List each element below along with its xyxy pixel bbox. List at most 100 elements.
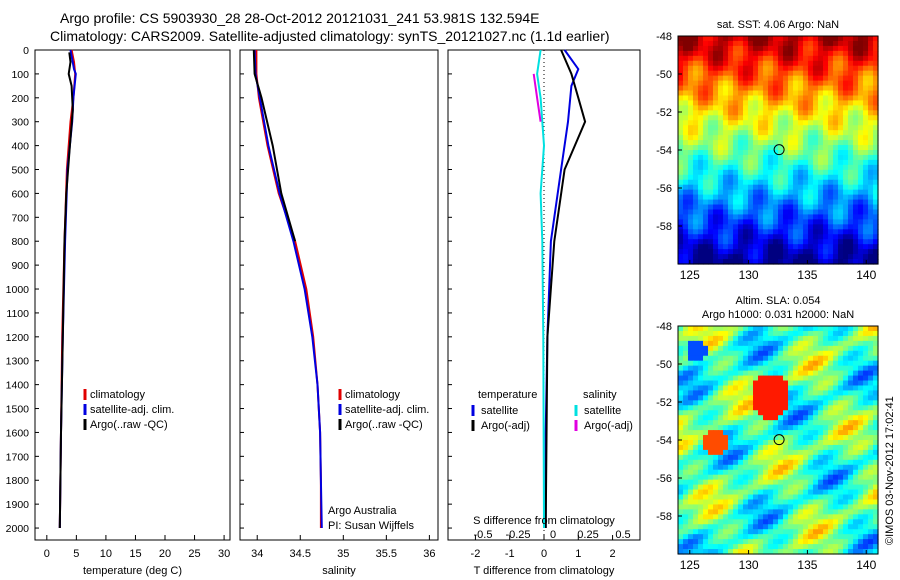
y-tick-label: 1600 xyxy=(6,427,30,439)
x-tick-label: 35.5 xyxy=(376,548,397,560)
x-tick-label: -2 xyxy=(471,548,481,560)
map-x-tick-label: 125 xyxy=(680,268,700,282)
map-x-tick-label: 140 xyxy=(856,268,876,282)
legend-label: satellite-adj. clim. xyxy=(90,404,174,416)
y-tick-label: 300 xyxy=(11,117,29,129)
x-tick-top-label: 0 xyxy=(550,529,556,541)
map-y-tick-label: -50 xyxy=(656,359,672,371)
x-axis-label: temperature (deg C) xyxy=(83,565,182,577)
x-axis-label: salinity xyxy=(322,565,356,577)
x-tick-label: 15 xyxy=(129,548,141,560)
map-x-tick-label: 135 xyxy=(797,558,817,572)
x-tick-top-label: 0.25 xyxy=(577,529,598,541)
y-tick-label: 1500 xyxy=(6,404,30,416)
series-line xyxy=(544,49,587,529)
map-subtitle: Argo h1000: 0.031 h2000: NaN xyxy=(702,309,854,321)
map-y-tick-label: -48 xyxy=(656,31,672,43)
x-tick-label: 35 xyxy=(337,548,349,560)
map-x-tick-label: 135 xyxy=(797,268,817,282)
y-tick-label: 200 xyxy=(11,93,29,105)
y-tick-label: 700 xyxy=(11,212,29,224)
y-tick-label: 500 xyxy=(11,165,29,177)
legend-label: Argo(..raw -QC) xyxy=(90,419,168,431)
y-tick-label: 1800 xyxy=(6,475,30,487)
figure-title-line1: Argo profile: CS 5903930_28 28-Oct-2012 … xyxy=(60,10,540,26)
x-tick-label: 30 xyxy=(218,548,230,560)
series-line xyxy=(536,49,546,529)
x-tick-label: 1 xyxy=(575,548,581,560)
x-tick-label: 20 xyxy=(159,548,171,560)
argo-location-marker xyxy=(773,144,785,156)
imos-timestamp-label: ©IMOS 03-Nov-2012 17:02:41 xyxy=(884,396,896,545)
plot-frame xyxy=(239,49,439,541)
legend-label: climatology xyxy=(90,389,146,401)
x-tick-top-label: 0.5 xyxy=(615,529,630,541)
y-tick-label: 1300 xyxy=(6,356,30,368)
legend-label: satellite xyxy=(584,405,621,417)
y-tick-label: 100 xyxy=(11,69,29,81)
series-line xyxy=(253,49,323,529)
x-axis-top-label: S difference from climatology xyxy=(473,515,615,527)
map-y-tick-label: -54 xyxy=(656,145,672,157)
y-tick-label: 1200 xyxy=(6,332,30,344)
legend-title: salinity xyxy=(583,389,617,401)
map-y-tick-label: -48 xyxy=(656,321,672,333)
y-tick-label: 600 xyxy=(11,188,29,200)
annotation-text: Argo Australia xyxy=(328,505,397,517)
y-tick-label: 400 xyxy=(11,141,29,153)
legend-label: Argo(..raw -QC) xyxy=(345,419,423,431)
x-tick-label: 34 xyxy=(251,548,263,560)
legend-label: Argo(-adj) xyxy=(584,420,633,432)
legend-label: satellite-adj. clim. xyxy=(345,404,429,416)
x-tick-top-label: -0.5 xyxy=(474,529,493,541)
x-axis-label: T difference from climatology xyxy=(474,565,615,577)
y-tick-label: 900 xyxy=(11,260,29,272)
map-x-tick-label: 125 xyxy=(680,558,700,572)
map-y-tick-label: -50 xyxy=(656,69,672,81)
map-x-tick-label: 130 xyxy=(739,558,759,572)
y-tick-label: 1400 xyxy=(6,380,30,392)
x-tick-label: 34.5 xyxy=(290,548,311,560)
x-tick-label: 10 xyxy=(100,548,112,560)
map-y-tick-label: -54 xyxy=(656,435,672,447)
map-y-tick-label: -52 xyxy=(656,107,672,119)
series-line xyxy=(532,73,542,122)
series-line xyxy=(252,49,297,242)
y-tick-label: 800 xyxy=(11,236,29,248)
map-y-tick-label: -56 xyxy=(656,473,672,485)
sst-heatmap xyxy=(678,36,879,265)
map-y-tick-label: -58 xyxy=(656,511,672,523)
sla-heatmap xyxy=(678,326,879,555)
x-tick-label: 0 xyxy=(44,548,50,560)
map-x-tick-label: 130 xyxy=(739,268,759,282)
figure-title-line2: Climatology: CARS2009. Satellite-adjuste… xyxy=(50,28,610,44)
argo-location-marker xyxy=(773,434,785,446)
series-line xyxy=(58,52,74,529)
map-title: Altim. SLA: 0.054 xyxy=(736,295,821,307)
map-x-tick-label: 140 xyxy=(856,558,876,572)
legend-label: climatology xyxy=(345,389,401,401)
x-tick-label: 36 xyxy=(423,548,435,560)
map-y-tick-label: -58 xyxy=(656,221,672,233)
map-y-tick-label: -52 xyxy=(656,397,672,409)
map-y-tick-label: -56 xyxy=(656,183,672,195)
y-tick-label: 1700 xyxy=(6,451,30,463)
y-tick-label: 1900 xyxy=(6,499,30,511)
legend-label: Argo(-adj) xyxy=(481,420,530,432)
x-tick-label: 5 xyxy=(73,548,79,560)
x-tick-label: -1 xyxy=(505,548,515,560)
y-tick-label: 0 xyxy=(23,45,29,57)
x-tick-top-label: -0.25 xyxy=(505,529,530,541)
y-tick-label: 1000 xyxy=(6,284,30,296)
x-tick-label: 0 xyxy=(541,548,547,560)
series-line xyxy=(58,49,77,529)
map-title: sat. SST: 4.06 Argo: NaN xyxy=(717,19,839,31)
x-tick-label: 2 xyxy=(610,548,616,560)
y-tick-label: 1100 xyxy=(6,308,29,320)
y-tick-label: 2000 xyxy=(6,523,30,535)
legend-label: satellite xyxy=(481,405,518,417)
legend-title: temperature xyxy=(478,389,537,401)
annotation-text: PI: Susan Wijffels xyxy=(328,520,414,532)
x-tick-label: 25 xyxy=(188,548,200,560)
